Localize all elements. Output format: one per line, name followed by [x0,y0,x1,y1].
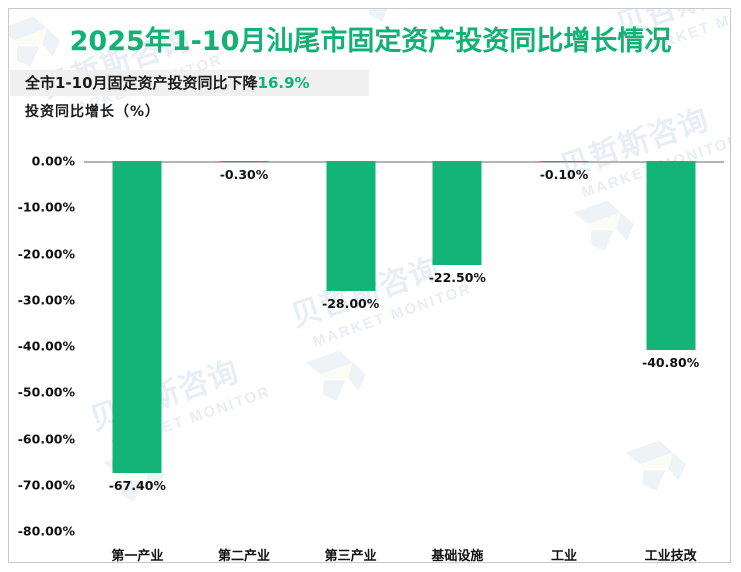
subtitle-prefix: 全市1-10月固定资产投资同比下降 [25,74,258,92]
y-axis-tick-label: -10.00% [17,199,75,215]
bar-group: -0.30% 第二产业 [191,161,298,562]
y-axis-tick-label: -40.00% [17,338,75,354]
bar-value-label: -67.40% [108,477,166,493]
bar-value-label: -0.10% [539,167,589,182]
y-axis-tick-label: -20.00% [17,246,75,261]
bar[interactable] [432,161,482,266]
gridline: -40.00% [18,339,724,354]
gridline: -10.00% [18,200,724,215]
bar[interactable] [326,161,376,291]
subtitle: 全市1-10月固定资产投资同比下降16.9% [25,72,310,94]
bar[interactable] [646,161,696,350]
y-axis-tick-label: -50.00% [17,384,75,400]
subtitle-highlight-value: 16.9% [257,74,310,92]
y-axis-tick-label: -80.00% [17,523,75,539]
gridline: -70.00% [18,477,724,492]
chart-frame: 贝哲斯咨询 MARKET MONITOR 贝哲斯咨询 MARKET MONITO… [8,8,731,563]
subtitle-band [10,70,369,96]
gridline: -20.00% [18,246,724,261]
bar[interactable] [112,161,162,473]
gridline: -60.00% [18,431,724,446]
page-title: 2025年1-10月汕尾市固定资产投资同比增长情况 [69,26,672,57]
zero-axis-line: 0.00% [32,154,724,169]
x-axis-tick-label: 第二产业 [217,549,270,563]
bar[interactable] [539,161,589,162]
x-axis-tick-label: 基础设施 [431,549,484,563]
x-axis-tick-label: 第三产业 [324,549,377,563]
bar[interactable] [219,161,269,163]
plot-area: 0.00% -10.00% -20.00% -30.00% -40.00% -50.00%… [18,154,724,562]
y-axis-tick-label: -70.00% [17,477,75,493]
x-axis-tick-label: 工业技改 [644,549,697,563]
bar-value-label: -40.80% [642,354,700,370]
x-axis-tick-label: 第一产业 [111,549,164,563]
bar-group: -0.10% 工业 [511,161,618,562]
bar-group: -22.50% 基础设施 [404,161,511,562]
bar-group: -28.00% 第三产业 [297,161,404,562]
y-axis-title: 投资同比增长（%） [25,104,161,120]
y-axis-tick-label: 0.00% [31,153,75,169]
bar-group: -40.80% 工业技改 [617,161,724,562]
bar-value-label: -28.00% [322,295,380,311]
gridline: -30.00% [18,292,724,307]
y-axis-tick-label: -60.00% [17,431,75,446]
gridline: -50.00% [18,385,724,400]
y-axis-tick-label: -30.00% [17,292,75,308]
bar-value-label: -0.30% [219,167,269,183]
bar-value-label: -22.50% [428,270,486,286]
gridline: -80.00% [18,524,724,539]
bar-group: -67.40% 第一产业 [84,161,191,562]
x-axis-tick-label: 工业 [550,549,577,563]
